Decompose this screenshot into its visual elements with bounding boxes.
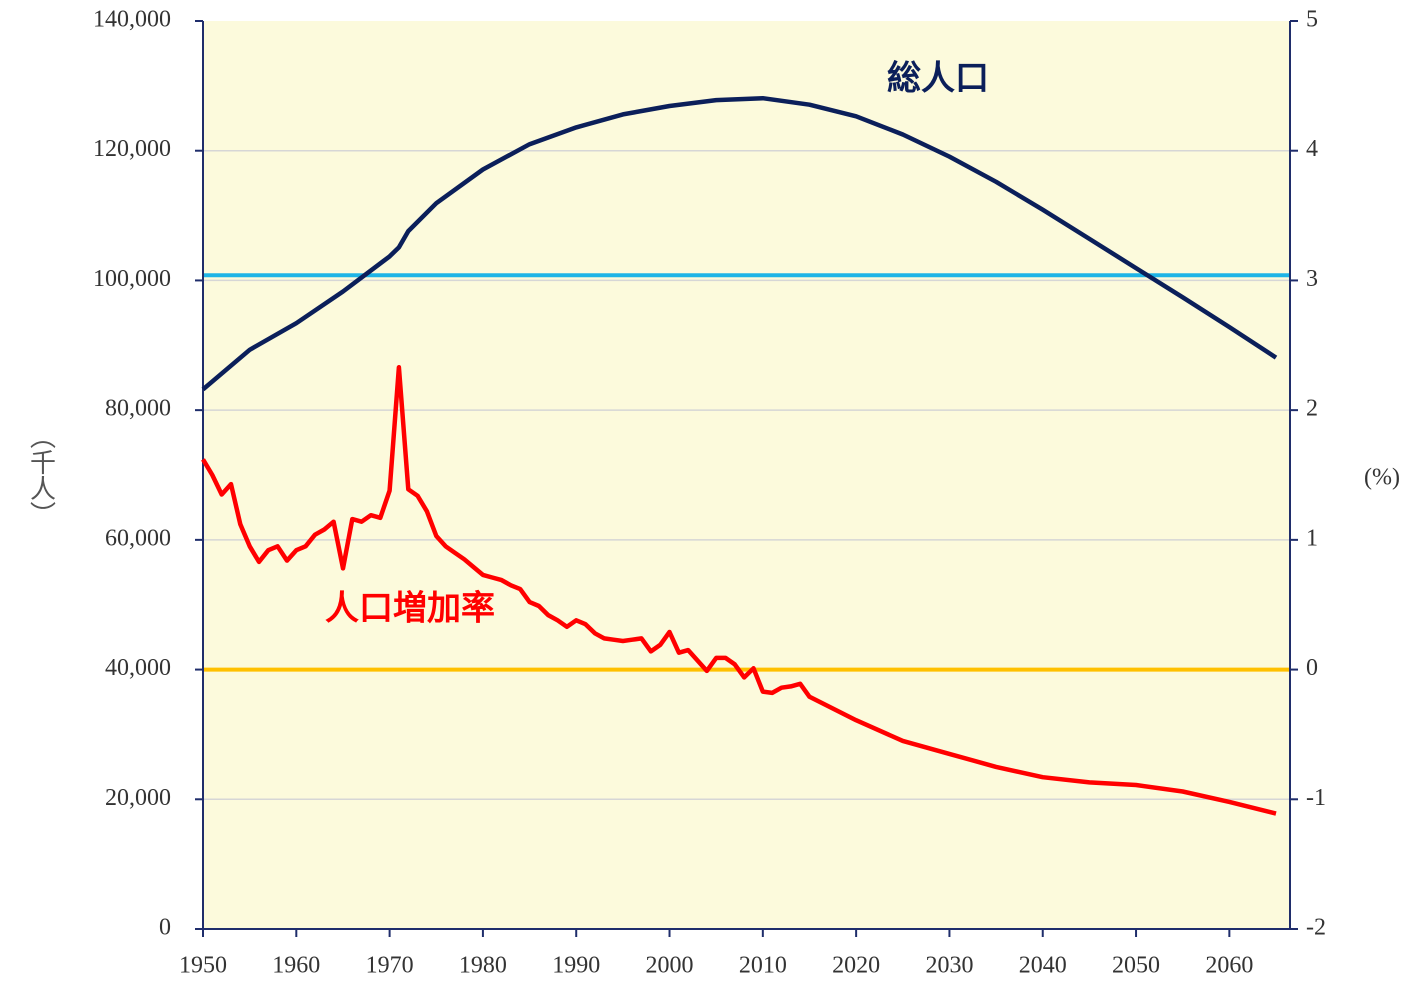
y2-tick-label: 0 <box>1306 655 1318 681</box>
y2-tick-label: 2 <box>1306 396 1318 422</box>
x-tick-label: 1990 <box>552 953 600 979</box>
x-tick-label: 2000 <box>646 953 694 979</box>
x-tick-label: 1960 <box>272 953 320 979</box>
x-tick-label: 2050 <box>1112 953 1160 979</box>
y-tick-label: 20,000 <box>105 785 171 811</box>
series-label: 総人口 <box>887 59 989 99</box>
y2-tick-label: 1 <box>1306 525 1318 551</box>
x-tick-label: 2030 <box>925 953 973 979</box>
y2-tick-label: 4 <box>1306 136 1318 162</box>
x-tick-label: 2060 <box>1205 953 1253 979</box>
y-tick-label: 60,000 <box>105 525 171 551</box>
y-tick-label: 40,000 <box>105 655 171 681</box>
y-tick-label: 120,000 <box>93 136 171 162</box>
y2-tick-label: 5 <box>1306 7 1318 33</box>
line-series <box>201 95 1278 392</box>
x-tick-label: 2040 <box>1019 953 1067 979</box>
line-series <box>201 365 1277 816</box>
y2-axis-label: (%) <box>1364 465 1400 491</box>
y-axis-label: （千人） <box>26 423 56 527</box>
x-tick-label: 2010 <box>739 953 787 979</box>
y2-tick-label: 3 <box>1306 266 1318 292</box>
y2-tick-label: -2 <box>1306 915 1326 941</box>
y2-tick-label: -1 <box>1306 785 1326 811</box>
x-tick-label: 1980 <box>459 953 507 979</box>
y-tick-label: 0 <box>159 915 171 941</box>
y-tick-label: 80,000 <box>105 396 171 422</box>
y-tick-label: 100,000 <box>93 266 171 292</box>
series-label: 人口増加率 <box>325 589 495 629</box>
x-tick-label: 1950 <box>179 953 227 979</box>
x-tick-label: 1970 <box>366 953 414 979</box>
plot-area <box>203 21 1290 929</box>
y-tick-label: 140,000 <box>93 7 171 33</box>
x-tick-label: 2020 <box>832 953 880 979</box>
